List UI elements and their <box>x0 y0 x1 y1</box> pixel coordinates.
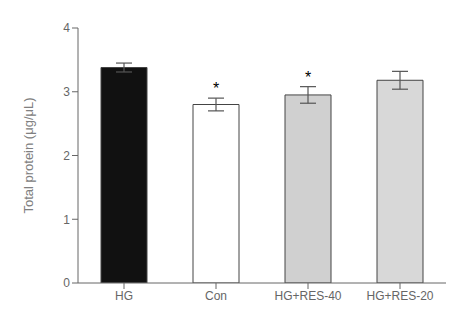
svg-text:1: 1 <box>63 213 70 227</box>
svg-text:0: 0 <box>63 276 70 290</box>
svg-text:4: 4 <box>63 21 70 35</box>
svg-text:HG: HG <box>115 289 133 303</box>
svg-text:Total protein (μg/μL): Total protein (μg/μL) <box>21 97 36 213</box>
svg-text:2: 2 <box>63 149 70 163</box>
svg-text:Con: Con <box>205 289 227 303</box>
svg-text:3: 3 <box>63 85 70 99</box>
svg-text:HG+RES-20: HG+RES-20 <box>366 289 433 303</box>
svg-text:*: * <box>305 69 311 86</box>
svg-text:*: * <box>213 80 219 97</box>
svg-text:HG+RES-40: HG+RES-40 <box>274 289 341 303</box>
